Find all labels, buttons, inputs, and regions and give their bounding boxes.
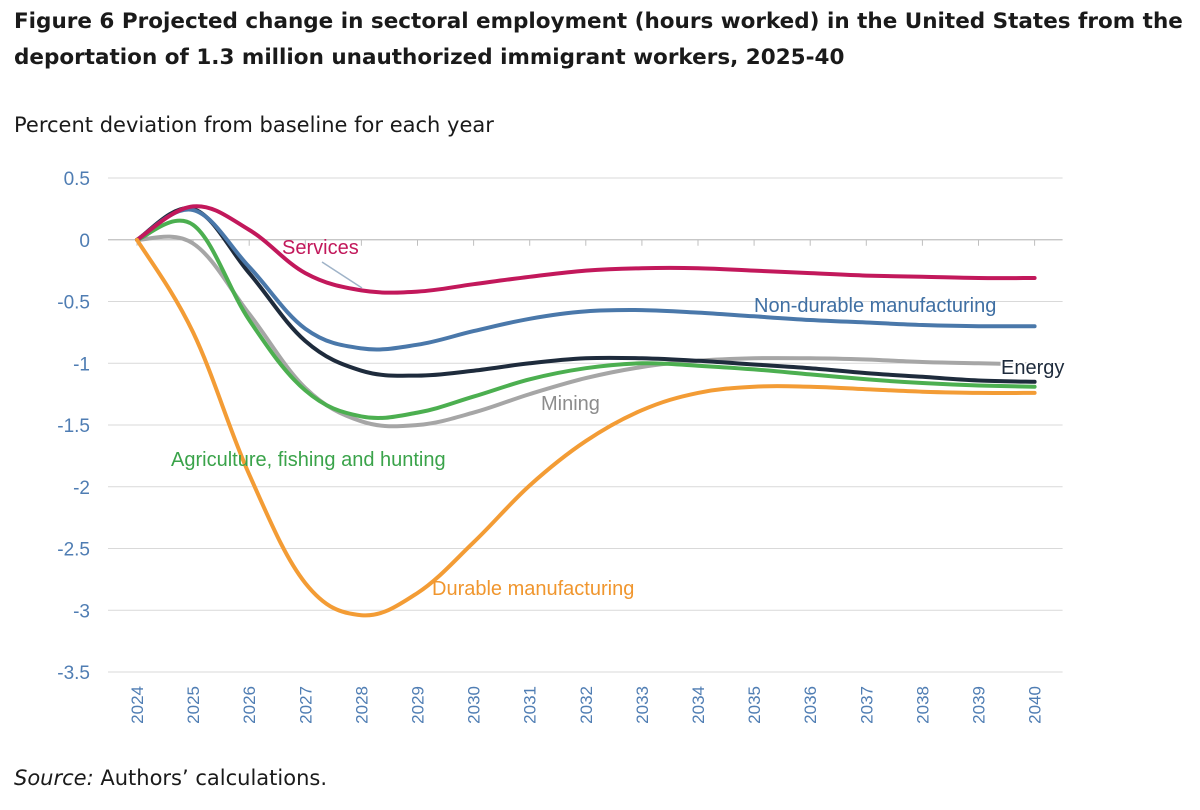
y-tick-label: -2 <box>73 478 90 499</box>
y-tick-label: -3 <box>73 601 90 622</box>
y-axis-ticks: 0.5 0 -0.5 -1 -1.5 -2 -2.5 -3 -3.5 <box>57 169 90 684</box>
figure-title: Figure 6 Projected change in sectoral em… <box>14 9 1183 70</box>
axes <box>108 239 1063 246</box>
series-labels: Mining Agriculture, fishing and hunting En… <box>171 237 1066 600</box>
source-label: Source: <box>14 766 94 790</box>
x-tick-label: 2026 <box>240 686 259 724</box>
series-line-durable-manufacturing <box>135 237 1037 618</box>
y-axis-label: Percent deviation from baseline for each… <box>14 113 494 137</box>
services-leader-line <box>321 261 363 289</box>
x-tick-label: 2025 <box>184 686 203 724</box>
x-tick-label: 2036 <box>801 686 820 724</box>
series-line-services <box>135 204 1037 295</box>
series-line-non-durable-manufacturing <box>135 207 1037 352</box>
x-tick-label: 2038 <box>913 686 932 724</box>
gridlines <box>108 177 1063 673</box>
x-tick-label: 2030 <box>465 686 484 724</box>
series-label-services: Services <box>282 237 359 259</box>
x-axis-ticks: 2024 2025 2026 2027 2028 2029 2030 2031 2032 2033… <box>128 686 1045 724</box>
series-label-non-durable-manufacturing: Non-durable manufacturing <box>754 295 996 317</box>
y-tick-label: 0 <box>79 231 90 252</box>
series-label-energy: Energy <box>1001 357 1064 379</box>
series-line-energy <box>135 206 1037 384</box>
x-tick-label: 2031 <box>521 686 540 724</box>
y-tick-label: -1.5 <box>57 416 90 437</box>
x-tick-label: 2028 <box>352 686 371 724</box>
source-text: Authors’ calculations. <box>93 766 327 790</box>
y-tick-label: -1 <box>73 354 90 375</box>
series-line-agriculture-fishing-and-hunting <box>135 218 1037 420</box>
x-tick-label: 2029 <box>409 686 428 724</box>
figure-source: Source: Authors’ calculations. <box>14 766 327 790</box>
x-tick-label: 2033 <box>633 686 652 724</box>
y-tick-label: -3.5 <box>57 663 90 684</box>
x-tick-label: 2035 <box>745 686 764 724</box>
x-tick-label: 2039 <box>970 686 989 724</box>
x-tick-label: 2037 <box>857 686 876 724</box>
series-label-agriculture-fishing-and-hunting: Agriculture, fishing and hunting <box>171 449 446 471</box>
y-tick-label: -0.5 <box>57 293 90 314</box>
y-tick-label: -2.5 <box>57 540 90 561</box>
x-tick-label: 2024 <box>128 686 147 724</box>
x-tick-label: 2032 <box>577 686 596 724</box>
x-tick-label: 2027 <box>296 686 315 724</box>
series-label-mining: Mining <box>541 393 600 415</box>
x-tick-label: 2034 <box>689 686 708 724</box>
y-tick-label: 0.5 <box>64 169 90 190</box>
series-label-durable-manufacturing: Durable manufacturing <box>432 578 634 600</box>
series-line-mining <box>135 234 1037 429</box>
x-tick-label: 2040 <box>1026 686 1045 724</box>
series-lines <box>135 204 1037 618</box>
